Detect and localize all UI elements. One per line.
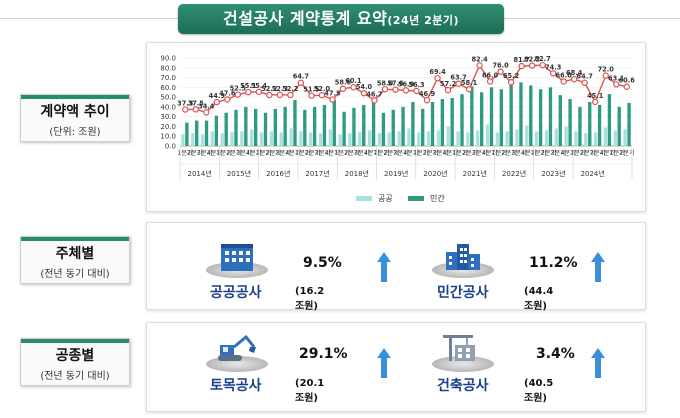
excavator-icon	[218, 334, 256, 361]
construction-crane-icon	[443, 335, 475, 361]
subject-card-accent	[21, 237, 129, 241]
trend-card-unit: (단위: 조원)	[49, 127, 101, 138]
trend-card-title: 계약액 추이	[40, 104, 110, 120]
work-pct-building: 3.4%	[536, 346, 575, 362]
subject-pct-private: 11.2%	[529, 255, 578, 271]
title-subtitle: (24년 2분기)	[387, 14, 460, 27]
work-label-building: 건축공사	[437, 378, 489, 394]
up-arrow-icon	[377, 252, 391, 282]
subject-card: 주체별 (전년 동기 대비)	[20, 236, 130, 284]
subject-card-subtitle: (전년 동기 대비)	[40, 269, 110, 280]
work-amount-building: (40.5조원)	[524, 378, 554, 404]
trend-card-accent	[21, 95, 129, 99]
title-rule-left	[0, 18, 178, 19]
private-building-icon	[446, 244, 480, 270]
work-amount-civil: (20.1조원)	[295, 378, 325, 404]
work-card-title: 공종별	[55, 348, 95, 364]
work-card-subtitle: (전년 동기 대비)	[40, 371, 110, 382]
subject-label-private: 민간공사	[437, 285, 489, 301]
up-arrow-icon	[591, 252, 605, 282]
work-card: 공종별 (전년 동기 대비)	[20, 338, 130, 386]
trend-panel	[146, 42, 646, 212]
subject-card-title: 주체별	[55, 246, 95, 262]
title-text: 건설공사 계약통계 요약	[222, 9, 388, 28]
subject-pct-public: 9.5%	[303, 255, 342, 271]
subject-label-public: 공공공사	[210, 285, 262, 301]
work-pct-civil: 29.1%	[299, 346, 348, 362]
page-title: 건설공사 계약통계 요약(24년 2분기)	[178, 4, 504, 34]
up-arrow-icon	[591, 348, 605, 378]
public-building-icon	[221, 244, 253, 271]
work-label-civil: 토목공사	[210, 378, 262, 394]
subject-amount-public: (16.2조원)	[295, 286, 325, 312]
up-arrow-icon	[377, 348, 391, 378]
work-card-accent	[21, 339, 129, 343]
trend-card: 계약액 추이 (단위: 조원)	[20, 94, 130, 142]
subject-amount-private: (44.4조원)	[524, 286, 554, 312]
title-rule-right	[504, 18, 680, 19]
icon-platform	[432, 356, 494, 372]
